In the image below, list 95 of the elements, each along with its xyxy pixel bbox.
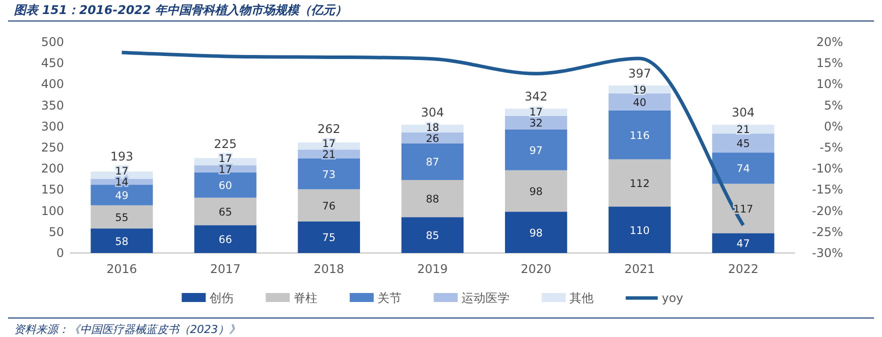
- bar: [401, 217, 464, 253]
- bar: [90, 228, 153, 253]
- data-label: 76: [322, 200, 336, 212]
- total-label: 342: [524, 90, 548, 104]
- total-label: 262: [317, 122, 340, 136]
- bar: [712, 233, 774, 253]
- bar: [608, 206, 671, 253]
- data-label: 17: [218, 164, 232, 176]
- legend-label: yoy: [662, 291, 684, 305]
- bar: [505, 129, 568, 170]
- y-tick-label: 100: [41, 204, 64, 218]
- bar: [298, 189, 360, 222]
- x-tick-label: 2016: [106, 262, 138, 276]
- total-label: 397: [628, 66, 652, 80]
- total-label: 193: [110, 150, 134, 164]
- data-label: 60: [218, 180, 232, 192]
- bar: [194, 198, 256, 226]
- data-label: 97: [529, 144, 543, 157]
- y2-tick-label: 10%: [816, 77, 843, 92]
- data-label: 21: [736, 124, 750, 136]
- y-tick-label: 350: [41, 98, 64, 112]
- legend-label: 创伤: [210, 291, 234, 305]
- y-tick-label: 500: [41, 35, 64, 49]
- data-label: 47: [736, 238, 750, 250]
- data-label: 26: [426, 132, 440, 145]
- data-label: 58: [115, 236, 128, 248]
- bar: [401, 143, 464, 180]
- total-label: 304: [732, 106, 755, 120]
- y2-tick-label: -30%: [812, 246, 843, 260]
- y-tick-label: 200: [41, 162, 64, 176]
- data-label: 73: [322, 168, 336, 181]
- bar: [505, 212, 568, 253]
- bar: [401, 180, 464, 218]
- x-tick-label: 2021: [624, 262, 655, 276]
- y-tick-label: 50: [48, 224, 64, 239]
- data-label: 49: [115, 190, 128, 202]
- y2-tick-label: 15%: [816, 56, 843, 70]
- data-label: 110: [630, 224, 650, 237]
- y2-tick-label: -20%: [812, 204, 843, 218]
- legend-label: 关节: [378, 291, 402, 305]
- total-label: 225: [214, 136, 237, 151]
- data-label: 32: [529, 118, 543, 130]
- text: 资料来源：《中国医疗器械蓝皮书（2023）》: [14, 323, 240, 336]
- data-label: 17: [218, 152, 232, 165]
- x-tick-label: 2022: [728, 262, 758, 276]
- data-label: 74: [736, 163, 750, 176]
- data-label: 21: [322, 149, 336, 162]
- data-label: 17: [529, 106, 543, 119]
- data-label: 112: [630, 178, 650, 190]
- bar: [608, 159, 671, 207]
- x-tick-label: 2017: [210, 262, 241, 276]
- data-label: 98: [529, 227, 543, 240]
- bar: [608, 110, 671, 160]
- data-label: 17: [322, 138, 336, 150]
- x-tick-label: 2020: [520, 262, 552, 276]
- y2-tick-label: 5%: [824, 98, 843, 112]
- y2-tick-label: -15%: [812, 182, 843, 197]
- data-label: 88: [426, 194, 440, 206]
- y2-tick-label: -5%: [820, 140, 843, 154]
- legend-label: 运动医学: [462, 291, 510, 305]
- y-tick-label: 0: [56, 246, 64, 260]
- y-tick-label: 150: [41, 182, 64, 197]
- y2-tick-label: -10%: [812, 162, 843, 176]
- legend-label: 脊柱: [294, 291, 318, 305]
- y-tick-label: 250: [41, 140, 64, 154]
- data-label: 14: [115, 176, 129, 189]
- x-tick-label: 2019: [417, 262, 448, 276]
- bar: [298, 158, 360, 190]
- data-label: 19: [632, 84, 646, 96]
- data-label: 55: [115, 212, 128, 224]
- total-label: 304: [421, 106, 444, 120]
- data-label: 87: [426, 156, 440, 169]
- y-tick-label: 300: [41, 119, 64, 134]
- data-label: 65: [218, 206, 232, 218]
- y2-tick-label: -25%: [812, 224, 843, 239]
- bar: [712, 152, 774, 184]
- x-tick-label: 2018: [314, 262, 344, 276]
- data-label: 85: [426, 230, 440, 242]
- data-label: 40: [632, 96, 646, 109]
- data-label: 45: [736, 138, 750, 150]
- data-label: 116: [630, 130, 650, 142]
- data-label: 98: [529, 186, 543, 198]
- bar: [298, 221, 360, 253]
- bar: [194, 225, 256, 253]
- y2-tick-label: 20%: [816, 35, 843, 49]
- legend-label: 其他: [570, 291, 594, 305]
- y2-tick-label: 0%: [824, 119, 843, 134]
- y-tick-label: 400: [41, 77, 64, 92]
- data-label: 18: [426, 122, 440, 134]
- chart-title: 图表 151：2016-2022 年中国骨科植入物市场规模（亿元）: [14, 3, 348, 17]
- data-label: 75: [322, 232, 336, 244]
- y-tick-label: 450: [41, 56, 64, 70]
- data-label: 17: [115, 166, 128, 178]
- bar: [505, 170, 568, 212]
- data-label: 66: [218, 234, 232, 246]
